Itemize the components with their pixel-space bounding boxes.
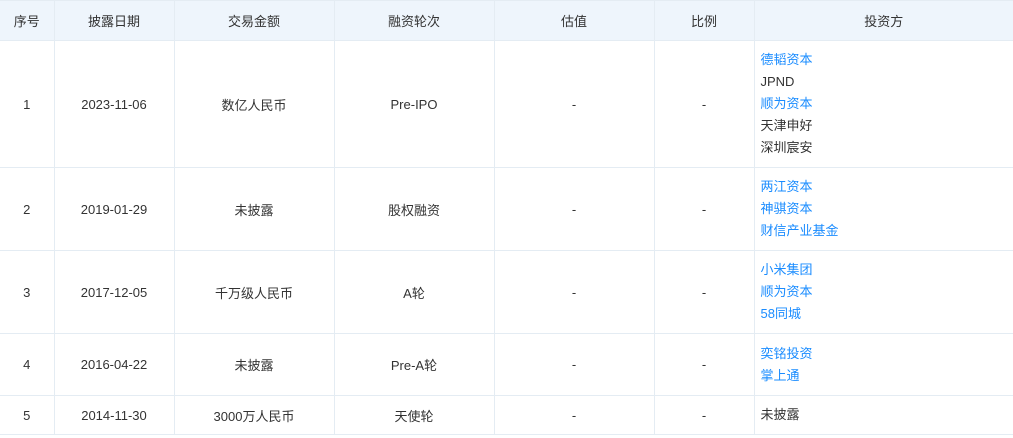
cell-investors: 德韬资本 JPND 顺为资本天津申好深圳宸安 bbox=[753, 40, 1013, 168]
investor-link[interactable]: 财信产业基金 bbox=[760, 223, 839, 238]
cell-investors: 未披露 bbox=[753, 395, 1013, 435]
cell-amount: 未披露 bbox=[173, 167, 335, 251]
cell-round: Pre-A轮 bbox=[333, 333, 495, 396]
cell-date: 2023-11-06 bbox=[53, 40, 175, 168]
cell-date: 2014-11-30 bbox=[53, 395, 175, 435]
table-row: 1 2023-11-06 数亿人民币 Pre-IPO - - 德韬资本 JPND 顺为资本 天津申… bbox=[0, 40, 1013, 168]
column-header-valuation: 估值 bbox=[493, 0, 655, 41]
cell-investors: 两江资本神骐资本财信产业基金 bbox=[753, 167, 1013, 251]
cell-ratio: - bbox=[653, 333, 755, 396]
investor-link[interactable]: 58同城 bbox=[760, 306, 801, 321]
investor-link[interactable]: 顺为资本 bbox=[760, 96, 813, 111]
column-header-investors: 投资方 bbox=[753, 0, 1013, 41]
cell-valuation: - bbox=[493, 250, 655, 334]
cell-no: 1 bbox=[0, 40, 55, 168]
table-row: 3 2017-12-05 千万级人民币 A轮 - - 小米集团 顺为资本 58同城 bbox=[0, 250, 1013, 334]
investor-name: 未披露 bbox=[760, 407, 800, 422]
cell-date: 2019-01-29 bbox=[53, 167, 175, 251]
column-header-amount: 交易金额 bbox=[173, 0, 335, 41]
cell-amount: 数亿人民币 bbox=[173, 40, 335, 168]
cell-valuation: - bbox=[493, 167, 655, 251]
investor-link[interactable]: 奕铭投资 bbox=[760, 345, 813, 361]
cell-amount: 千万级人民币 bbox=[173, 250, 335, 334]
cell-no: 5 bbox=[0, 395, 55, 435]
investor-name: 深圳宸安 bbox=[760, 140, 813, 155]
column-header-no: 序号 bbox=[0, 0, 55, 41]
column-header-round: 融资轮次 bbox=[333, 0, 495, 41]
table-header: 序号 披露日期 交易金额 融资轮次 估值 比例 投资方 bbox=[0, 0, 1013, 41]
investor-name: JPND bbox=[760, 74, 795, 89]
cell-no: 3 bbox=[0, 250, 55, 334]
cell-round: A轮 bbox=[333, 250, 495, 334]
investor-link[interactable]: 小米集团 bbox=[760, 262, 813, 277]
column-header-ratio: 比例 bbox=[653, 0, 755, 41]
cell-ratio: - bbox=[653, 250, 755, 334]
table-row: 2 2019-01-29 未披露 股权融资 - - 两江资本 神骐资本 财信产业基金 bbox=[0, 167, 1013, 251]
table-row: 4 2016-04-22 未披露 Pre-A轮 - - 奕铭投资 掌上通 bbox=[0, 333, 1013, 396]
cell-ratio: - bbox=[653, 167, 755, 251]
investor-link[interactable]: 两江资本 bbox=[760, 179, 813, 194]
cell-date: 2017-12-05 bbox=[53, 250, 175, 334]
cell-investors: 小米集团顺为资本 58同城 bbox=[753, 250, 1013, 334]
cell-ratio: - bbox=[653, 395, 755, 435]
cell-investors: 奕铭投资 掌上通 bbox=[753, 333, 1013, 396]
investor-link[interactable]: 神骐资本 bbox=[760, 201, 813, 216]
cell-no: 2 bbox=[0, 167, 55, 251]
cell-valuation: - bbox=[493, 333, 655, 396]
cell-valuation: - bbox=[493, 40, 655, 168]
cell-amount: 未披露 bbox=[173, 333, 335, 396]
cell-amount: 3000万人民币 bbox=[173, 395, 335, 435]
investor-name: 天津申好 bbox=[760, 118, 813, 133]
column-header-date: 披露日期 bbox=[53, 0, 175, 41]
cell-round: 天使轮 bbox=[333, 395, 495, 435]
cell-valuation: - bbox=[493, 395, 655, 435]
investor-link[interactable]: 掌上通 bbox=[760, 367, 800, 383]
investor-link[interactable]: 德韬资本 bbox=[760, 52, 813, 67]
cell-round: Pre-IPO bbox=[333, 40, 495, 168]
investor-link[interactable]: 顺为资本 bbox=[760, 284, 813, 299]
cell-ratio: - bbox=[653, 40, 755, 168]
cell-no: 4 bbox=[0, 333, 55, 396]
cell-round: 股权融资 bbox=[333, 167, 495, 251]
table-row: 5 2014-11-30 3000万人民币 天使轮 - - 未披露 bbox=[0, 395, 1013, 435]
cell-date: 2016-04-22 bbox=[53, 333, 175, 396]
